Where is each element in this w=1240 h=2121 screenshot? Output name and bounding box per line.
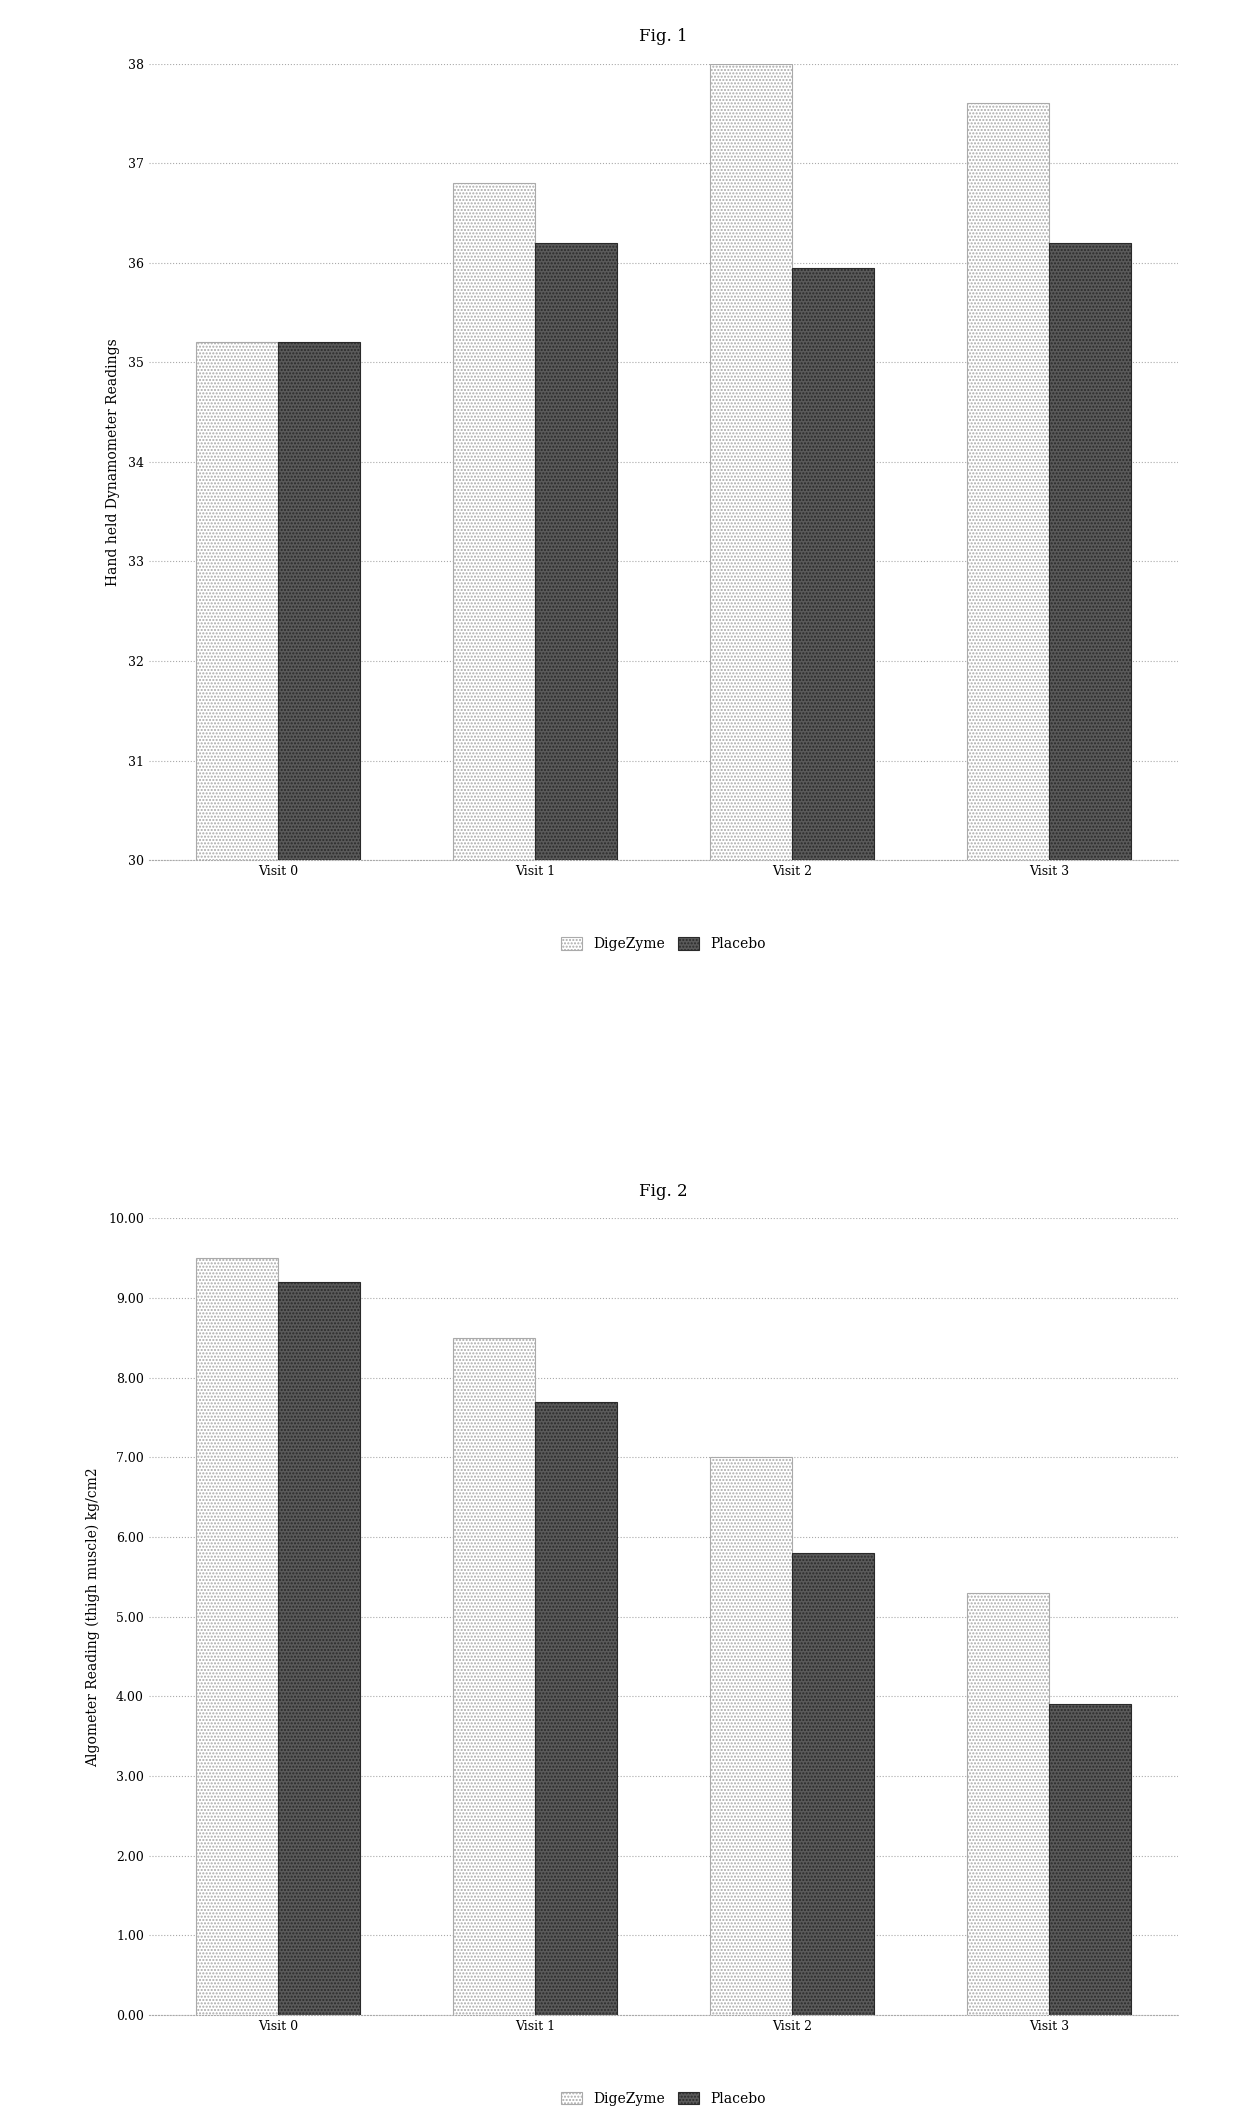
Title: Fig. 2: Fig. 2	[639, 1184, 688, 1200]
Bar	[196, 1258, 278, 2015]
Bar	[453, 1338, 534, 2015]
Bar	[709, 1457, 792, 2015]
Bar	[1049, 242, 1131, 2121]
Y-axis label: Algometer Reading (thigh muscle) kg/cm2: Algometer Reading (thigh muscle) kg/cm2	[86, 1468, 99, 1767]
Bar	[278, 341, 360, 2121]
Bar	[792, 1553, 874, 2015]
Bar	[709, 64, 792, 2121]
Bar	[534, 1402, 618, 2015]
Bar	[453, 182, 534, 2121]
Bar	[534, 242, 618, 2121]
Bar	[967, 1593, 1049, 2015]
Title: Fig. 1: Fig. 1	[639, 28, 688, 45]
Bar	[967, 104, 1049, 2121]
Bar	[1049, 1705, 1131, 2015]
Bar	[196, 341, 278, 2121]
Legend: DigeZyme, Placebo: DigeZyme, Placebo	[556, 2087, 771, 2113]
Y-axis label: Hand held Dynamometer Readings: Hand held Dynamometer Readings	[105, 337, 119, 585]
Bar	[278, 1283, 360, 2015]
Legend: DigeZyme, Placebo: DigeZyme, Placebo	[556, 931, 771, 957]
Bar	[792, 267, 874, 2121]
